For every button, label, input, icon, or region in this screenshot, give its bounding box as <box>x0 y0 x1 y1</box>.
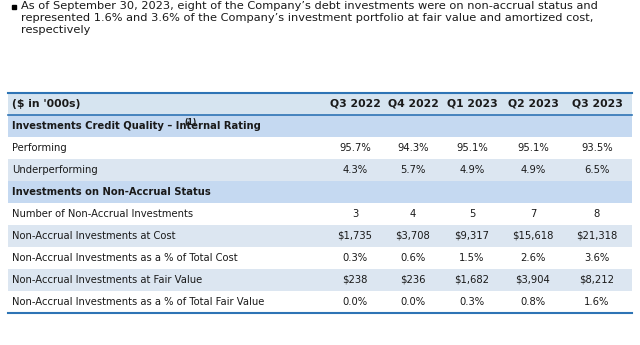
Text: 8: 8 <box>594 209 600 219</box>
Text: 5: 5 <box>469 209 475 219</box>
Text: Non-Accrual Investments as a % of Total Cost: Non-Accrual Investments as a % of Total … <box>12 253 237 263</box>
Text: 95.7%: 95.7% <box>339 143 371 153</box>
Text: Q3 2022: Q3 2022 <box>330 99 380 109</box>
Text: Non-Accrual Investments at Cost: Non-Accrual Investments at Cost <box>12 231 175 241</box>
Text: 93.5%: 93.5% <box>581 143 613 153</box>
Text: (1): (1) <box>184 118 196 127</box>
Text: 0.3%: 0.3% <box>460 297 484 307</box>
Text: $1,682: $1,682 <box>454 275 490 285</box>
Text: 3: 3 <box>352 209 358 219</box>
Bar <box>8 181 632 203</box>
Text: 94.3%: 94.3% <box>397 143 429 153</box>
Bar <box>8 137 632 159</box>
Text: 95.1%: 95.1% <box>517 143 549 153</box>
Text: $15,618: $15,618 <box>512 231 554 241</box>
Text: Performing: Performing <box>12 143 67 153</box>
Bar <box>8 93 632 115</box>
Text: 0.0%: 0.0% <box>401 297 426 307</box>
Text: 5.7%: 5.7% <box>400 165 426 175</box>
Text: $3,708: $3,708 <box>396 231 430 241</box>
Text: $238: $238 <box>342 275 368 285</box>
Text: Q4 2022: Q4 2022 <box>388 99 438 109</box>
Text: $8,212: $8,212 <box>579 275 614 285</box>
Text: $1,735: $1,735 <box>337 231 372 241</box>
Text: $9,317: $9,317 <box>454 231 490 241</box>
Bar <box>8 159 632 181</box>
Text: 0.3%: 0.3% <box>342 253 367 263</box>
Bar <box>8 225 632 247</box>
Text: 1.6%: 1.6% <box>584 297 610 307</box>
Text: 4.9%: 4.9% <box>460 165 484 175</box>
Text: 4: 4 <box>410 209 416 219</box>
Text: 0.8%: 0.8% <box>520 297 545 307</box>
Text: 0.0%: 0.0% <box>342 297 367 307</box>
Text: 3.6%: 3.6% <box>584 253 610 263</box>
Text: 1.5%: 1.5% <box>460 253 484 263</box>
Text: Investments Credit Quality – Internal Rating: Investments Credit Quality – Internal Ra… <box>12 121 261 131</box>
Text: represented 1.6% and 3.6% of the Company’s investment portfolio at fair value an: represented 1.6% and 3.6% of the Company… <box>21 13 593 23</box>
Text: 4.3%: 4.3% <box>342 165 367 175</box>
Text: 7: 7 <box>530 209 536 219</box>
Bar <box>8 115 632 137</box>
Text: As of September 30, 2023, eight of the Company’s debt investments were on non-ac: As of September 30, 2023, eight of the C… <box>21 1 598 11</box>
Text: $21,318: $21,318 <box>577 231 618 241</box>
Text: $3,904: $3,904 <box>516 275 550 285</box>
Text: Q3 2023: Q3 2023 <box>572 99 623 109</box>
Bar <box>8 291 632 313</box>
Text: 2.6%: 2.6% <box>520 253 546 263</box>
Text: Q1 2023: Q1 2023 <box>447 99 497 109</box>
Text: Underperforming: Underperforming <box>12 165 98 175</box>
Bar <box>8 269 632 291</box>
Text: Non-Accrual Investments as a % of Total Fair Value: Non-Accrual Investments as a % of Total … <box>12 297 264 307</box>
Text: respectively: respectively <box>21 25 90 35</box>
Text: Number of Non-Accrual Investments: Number of Non-Accrual Investments <box>12 209 193 219</box>
Text: Investments on Non-Accrual Status: Investments on Non-Accrual Status <box>12 187 211 197</box>
Text: ($ in '000s): ($ in '000s) <box>12 99 81 109</box>
Bar <box>8 247 632 269</box>
Text: 6.5%: 6.5% <box>584 165 610 175</box>
Text: Q2 2023: Q2 2023 <box>508 99 559 109</box>
Bar <box>8 203 632 225</box>
Text: $236: $236 <box>400 275 426 285</box>
Text: 95.1%: 95.1% <box>456 143 488 153</box>
Text: Non-Accrual Investments at Fair Value: Non-Accrual Investments at Fair Value <box>12 275 202 285</box>
Text: 0.6%: 0.6% <box>401 253 426 263</box>
Text: 4.9%: 4.9% <box>520 165 546 175</box>
